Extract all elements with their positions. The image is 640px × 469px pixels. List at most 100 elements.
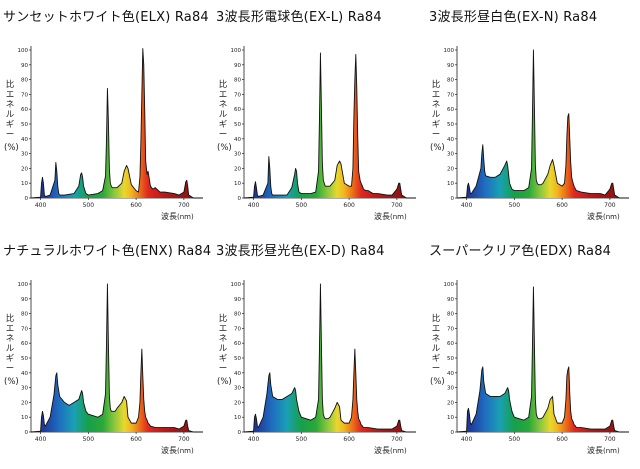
y-tick-label: 20 xyxy=(234,400,241,406)
y-tick-label: 0 xyxy=(25,430,29,436)
y-axis-label-char: ー xyxy=(5,364,15,374)
x-tick-label: 400 xyxy=(461,202,473,209)
y-axis-label-char: 比 xyxy=(5,314,15,324)
y-tick-label: 80 xyxy=(21,312,28,318)
y-tick-label: 50 xyxy=(447,356,454,362)
y-tick-label: 40 xyxy=(447,137,454,143)
y-axis-unit: (%) xyxy=(217,143,232,153)
y-axis-label: 比エネルギー (%) xyxy=(4,80,19,153)
spectrum-line xyxy=(456,49,629,199)
chart-title: 3波長形昼白色(EX-N) Ra84 xyxy=(429,10,598,25)
spectrum-line xyxy=(456,286,629,433)
y-axis-label-char: ネ xyxy=(218,100,228,110)
y-axis-label-char: ー xyxy=(218,130,228,140)
y-axis-label-char: エ xyxy=(5,90,15,100)
x-axis-label-text: 波長 xyxy=(374,446,390,455)
spectrum-line xyxy=(243,283,416,433)
y-tick-label: 0 xyxy=(238,430,242,436)
spectrum-area xyxy=(31,284,203,432)
y-tick-label: 60 xyxy=(21,341,28,347)
x-axis-label: 波長(nm) xyxy=(374,211,407,222)
x-axis-label-text: 波長 xyxy=(161,212,177,221)
y-tick-label: 10 xyxy=(234,415,241,421)
y-axis-label-char: ル xyxy=(5,344,15,354)
x-tick-label: 700 xyxy=(391,436,403,443)
x-tick-label: 600 xyxy=(556,202,568,209)
y-tick-label: 80 xyxy=(447,312,454,318)
x-tick-label: 700 xyxy=(178,202,190,209)
spectrum-plot: 0 10 20 30 40 50 60 70 80 90 100 400 500 600 700 xyxy=(444,280,629,443)
x-axis-unit: (nm) xyxy=(390,447,407,455)
y-tick-label: 30 xyxy=(234,152,241,158)
y-axis-label-char: ネ xyxy=(218,334,228,344)
y-axis-unit: (%) xyxy=(4,377,19,387)
spectrum-plot: 0 10 20 30 40 50 60 70 80 90 100 400 500 600 700 xyxy=(231,46,416,209)
y-tick-label: 30 xyxy=(234,386,241,392)
y-tick-label: 70 xyxy=(234,326,241,332)
x-axis-label: 波長(nm) xyxy=(161,211,194,222)
chart-title: ナチュラルホワイト色(ENX) Ra84 xyxy=(3,244,212,259)
y-axis-label-char: ー xyxy=(431,130,441,140)
y-axis-label-char: 比 xyxy=(218,80,228,90)
y-axis-label-char: ネ xyxy=(5,334,15,344)
y-axis-unit: (%) xyxy=(430,377,445,387)
y-tick-label: 100 xyxy=(18,282,29,288)
chart-title: 3波長形昼光色(EX-D) Ra84 xyxy=(216,244,385,259)
x-tick-label: 600 xyxy=(556,436,568,443)
spectrum-chart: 3波長形電球色(EX-L) Ra84 比エネルギー (%) 0 10 20 30 40 50 60… xyxy=(213,0,426,234)
spectrum-line xyxy=(243,52,416,199)
x-tick-label: 400 xyxy=(461,436,473,443)
y-axis-label: 比エネルギー (%) xyxy=(430,80,445,153)
y-axis-label: 比エネルギー (%) xyxy=(430,314,445,387)
y-axis-label-char: ギ xyxy=(218,120,228,130)
spectrum-line xyxy=(30,283,203,433)
y-axis-label-char: エ xyxy=(218,90,228,100)
y-tick-label: 90 xyxy=(21,297,28,303)
y-axis-label-char: ル xyxy=(431,344,441,354)
y-axis-label-char: 比 xyxy=(5,80,15,90)
y-axis-label-char: エ xyxy=(431,324,441,334)
spectrum-chart: スーパークリア色(EDX) Ra84 比エネルギー (%) 0 10 20 30 40 50 60… xyxy=(426,234,639,468)
y-tick-label: 20 xyxy=(234,166,241,172)
spectrum-plot: 0 10 20 30 40 50 60 70 80 90 100 400 500 600 700 xyxy=(444,46,629,209)
x-axis-unit: (nm) xyxy=(603,213,620,221)
x-axis-unit: (nm) xyxy=(603,447,620,455)
x-tick-label: 600 xyxy=(130,436,142,443)
y-axis-label: 比エネルギー (%) xyxy=(217,314,232,387)
y-tick-label: 90 xyxy=(447,63,454,69)
spectrum-plot: 0 10 20 30 40 50 60 70 80 90 100 400 500 600 700 xyxy=(18,46,203,209)
spectrum-chart: 3波長形昼光色(EX-D) Ra84 比エネルギー (%) 0 10 20 30 40 50 60… xyxy=(213,234,426,468)
x-axis-label: 波長(nm) xyxy=(587,445,620,456)
y-axis-label-char: ー xyxy=(218,364,228,374)
x-axis-label-text: 波長 xyxy=(587,212,603,221)
y-axis-label-char: ギ xyxy=(431,354,441,364)
chart-title: スーパークリア色(EDX) Ra84 xyxy=(429,244,612,259)
x-tick-label: 600 xyxy=(343,202,355,209)
x-tick-label: 500 xyxy=(296,436,308,443)
x-axis-unit: (nm) xyxy=(390,213,407,221)
spectrum-area xyxy=(457,286,629,432)
x-axis-label-text: 波長 xyxy=(374,212,390,221)
y-tick-label: 10 xyxy=(234,181,241,187)
x-tick-label: 400 xyxy=(248,202,260,209)
y-tick-label: 90 xyxy=(234,63,241,69)
spectrum-plot: 0 10 20 30 40 50 60 70 80 90 100 400 500 600 700 xyxy=(231,280,416,443)
y-tick-label: 100 xyxy=(18,48,29,54)
y-tick-label: 40 xyxy=(21,137,28,143)
x-axis-unit: (nm) xyxy=(177,213,194,221)
x-tick-label: 400 xyxy=(248,436,260,443)
y-tick-label: 60 xyxy=(21,107,28,113)
x-axis-label: 波長(nm) xyxy=(587,211,620,222)
y-tick-label: 10 xyxy=(21,181,28,187)
y-axis-label-char: ギ xyxy=(218,354,228,364)
y-axis-label-char: エ xyxy=(431,90,441,100)
y-tick-label: 10 xyxy=(21,415,28,421)
y-tick-label: 50 xyxy=(234,356,241,362)
y-axis-label-char: ギ xyxy=(5,354,15,364)
x-tick-label: 500 xyxy=(509,436,521,443)
spectrum-area xyxy=(457,50,629,198)
y-tick-label: 20 xyxy=(21,400,28,406)
y-tick-label: 20 xyxy=(21,166,28,172)
y-tick-label: 80 xyxy=(234,78,241,84)
spectrum-chart: ナチュラルホワイト色(ENX) Ra84 比エネルギー (%) 0 10 20 30 40 50… xyxy=(0,234,213,468)
